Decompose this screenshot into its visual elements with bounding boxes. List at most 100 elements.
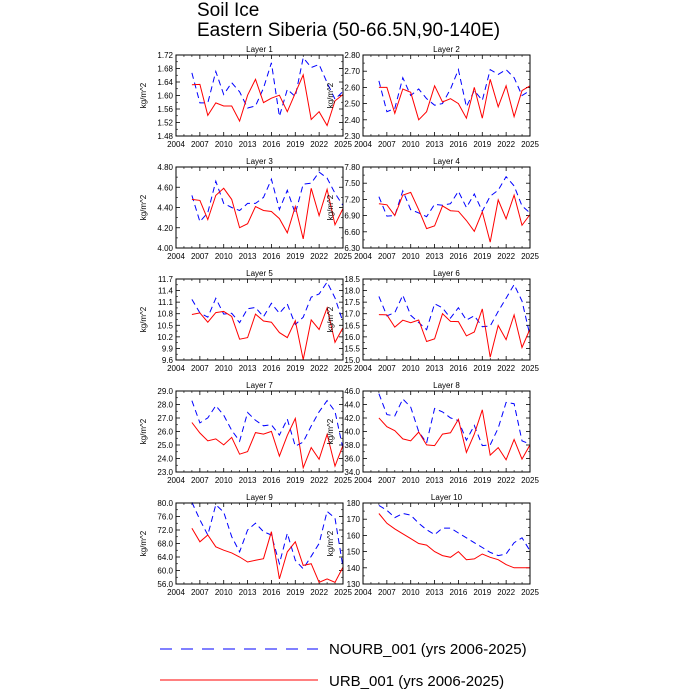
x-tick-label: 2025 bbox=[334, 476, 352, 485]
panel-layer-2: Layer 2 2.30 2.40 2.50 2.60 2.70 2.80 2004 2007 2… bbox=[326, 45, 539, 149]
x-tick-label: 2019 bbox=[473, 476, 491, 485]
y-axis-label: kg/m^2 bbox=[139, 418, 148, 444]
x-tick-label: 2013 bbox=[426, 140, 444, 149]
y-tick-label: 18.0 bbox=[344, 287, 360, 296]
x-tick-label: 2025 bbox=[334, 252, 352, 261]
panel-title: Layer 5 bbox=[246, 269, 273, 278]
panel-title: Layer 9 bbox=[246, 493, 273, 502]
y-tick-label: 7.50 bbox=[344, 179, 360, 188]
x-tick-label: 2010 bbox=[215, 252, 233, 261]
figure-subtitle: Eastern Siberia (50-66.5N,90-140E) bbox=[197, 20, 501, 41]
x-tick-label: 2019 bbox=[286, 364, 304, 373]
x-tick-label: 2022 bbox=[497, 476, 515, 485]
panel-title: Layer 2 bbox=[433, 45, 460, 54]
plot-frame bbox=[175, 278, 344, 361]
y-tick-label: 72.0 bbox=[157, 526, 173, 535]
x-tick-label: 2025 bbox=[521, 476, 539, 485]
x-tick-label: 2019 bbox=[473, 140, 491, 149]
series-line-nourb bbox=[378, 175, 531, 218]
y-tick-label: 6.30 bbox=[344, 244, 360, 253]
x-tick-label: 2004 bbox=[354, 588, 372, 597]
panel-layer-1: Layer 1 1.48 1.52 1.56 1.60 1.64 1.68 1.72 2004 2… bbox=[139, 45, 352, 149]
y-tick-label: 1.72 bbox=[157, 51, 173, 60]
x-tick-label: 2022 bbox=[497, 252, 515, 261]
y-tick-label: 17.0 bbox=[344, 310, 360, 319]
x-tick-label: 2010 bbox=[215, 476, 233, 485]
x-tick-label: 2022 bbox=[310, 476, 328, 485]
x-tick-label: 2025 bbox=[334, 364, 352, 373]
y-tick-label: 27.0 bbox=[157, 414, 173, 423]
y-tick-label: 6.90 bbox=[344, 212, 360, 221]
legend-label-urb: URB_001 (yrs 2006-2025) bbox=[329, 673, 504, 690]
y-tick-label: 10.2 bbox=[157, 333, 173, 342]
y-tick-label: 38.0 bbox=[344, 441, 360, 450]
y-tick-label: 1.52 bbox=[157, 119, 173, 128]
series-line-nourb bbox=[378, 393, 531, 447]
panel-title: Layer 6 bbox=[433, 269, 460, 278]
plot-frame bbox=[362, 502, 531, 585]
y-tick-label: 4.60 bbox=[157, 183, 173, 192]
x-tick-label: 2013 bbox=[239, 252, 257, 261]
x-tick-label: 2004 bbox=[354, 140, 372, 149]
x-tick-label: 2022 bbox=[310, 140, 328, 149]
x-tick-label: 2010 bbox=[402, 364, 420, 373]
series-line-urb bbox=[191, 528, 344, 583]
y-tick-label: 1.60 bbox=[157, 92, 173, 101]
y-tick-label: 60.0 bbox=[157, 567, 173, 576]
y-tick-label: 10.5 bbox=[157, 321, 173, 330]
series-line-urb bbox=[191, 73, 344, 127]
y-axis-label: kg/m^2 bbox=[139, 530, 148, 556]
x-tick-label: 2013 bbox=[426, 588, 444, 597]
x-tick-label: 2019 bbox=[286, 140, 304, 149]
y-tick-label: 4.00 bbox=[157, 244, 173, 253]
x-tick-label: 2022 bbox=[497, 364, 515, 373]
y-tick-label: 68.0 bbox=[157, 540, 173, 549]
x-tick-label: 2016 bbox=[450, 476, 468, 485]
series-line-urb bbox=[378, 79, 531, 121]
y-tick-label: 160 bbox=[347, 531, 361, 540]
y-axis-label: kg/m^2 bbox=[326, 418, 335, 444]
y-tick-label: 140 bbox=[347, 564, 361, 573]
x-tick-label: 2004 bbox=[167, 140, 185, 149]
x-tick-label: 2016 bbox=[263, 476, 281, 485]
x-tick-label: 2004 bbox=[354, 252, 372, 261]
x-tick-label: 2022 bbox=[310, 588, 328, 597]
x-tick-label: 2004 bbox=[167, 252, 185, 261]
y-tick-label: 40.0 bbox=[344, 428, 360, 437]
x-tick-label: 2004 bbox=[167, 588, 185, 597]
series-line-urb bbox=[378, 191, 531, 243]
x-tick-label: 2016 bbox=[263, 588, 281, 597]
x-tick-label: 2019 bbox=[473, 364, 491, 373]
panel-title: Layer 7 bbox=[246, 381, 273, 390]
y-tick-label: 9.9 bbox=[162, 344, 174, 353]
series-line-nourb bbox=[191, 399, 344, 450]
series-line-urb bbox=[191, 187, 344, 240]
series-line-nourb bbox=[378, 283, 531, 336]
panel-title: Layer 1 bbox=[246, 45, 273, 54]
x-tick-label: 2010 bbox=[402, 252, 420, 261]
series-line-urb bbox=[378, 308, 531, 358]
y-tick-label: 25.0 bbox=[157, 441, 173, 450]
x-tick-label: 2025 bbox=[521, 140, 539, 149]
x-tick-label: 2010 bbox=[402, 140, 420, 149]
x-tick-label: 2004 bbox=[354, 364, 372, 373]
panel-layer-7: Layer 7 23.0 24.0 25.0 26.0 27.0 28.0 29.0 2004 2… bbox=[139, 381, 352, 485]
x-tick-label: 2007 bbox=[378, 588, 396, 597]
y-tick-label: 46.0 bbox=[344, 387, 360, 396]
x-tick-label: 2004 bbox=[167, 364, 185, 373]
y-tick-label: 24.0 bbox=[157, 455, 173, 464]
y-tick-label: 15.0 bbox=[344, 356, 360, 365]
y-tick-label: 34.0 bbox=[344, 468, 360, 477]
panel-layer-9: Layer 9 56.0 60.0 64.0 68.0 72.0 76.0 80.0 2004 2… bbox=[139, 493, 352, 597]
y-tick-label: 76.0 bbox=[157, 513, 173, 522]
y-tick-label: 36.0 bbox=[344, 455, 360, 464]
y-tick-label: 4.80 bbox=[157, 163, 173, 172]
plot-frame bbox=[362, 390, 531, 473]
y-tick-label: 80.0 bbox=[157, 499, 173, 508]
y-tick-label: 180 bbox=[347, 499, 361, 508]
x-tick-label: 2013 bbox=[426, 364, 444, 373]
x-tick-label: 2019 bbox=[286, 476, 304, 485]
legend-label-nourb: NOURB_001 (yrs 2006-2025) bbox=[329, 641, 527, 658]
y-tick-label: 2.40 bbox=[344, 116, 360, 125]
